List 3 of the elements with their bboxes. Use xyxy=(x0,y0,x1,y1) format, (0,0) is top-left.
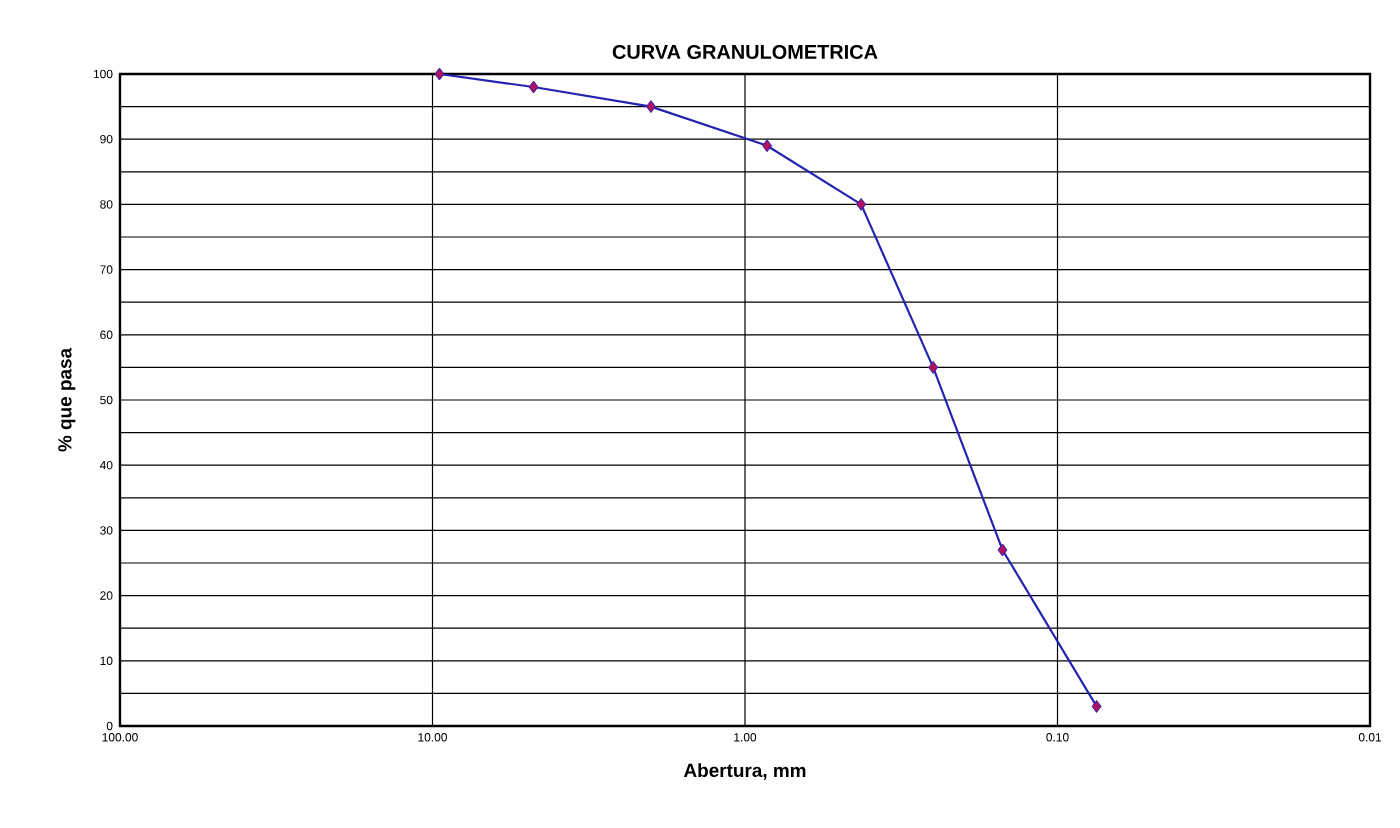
x-axis-title: Abertura, mm xyxy=(683,763,806,780)
y-axis-title: % que pasa xyxy=(58,347,76,452)
chart-title: CURVA GRANULOMETRICA xyxy=(612,44,878,59)
